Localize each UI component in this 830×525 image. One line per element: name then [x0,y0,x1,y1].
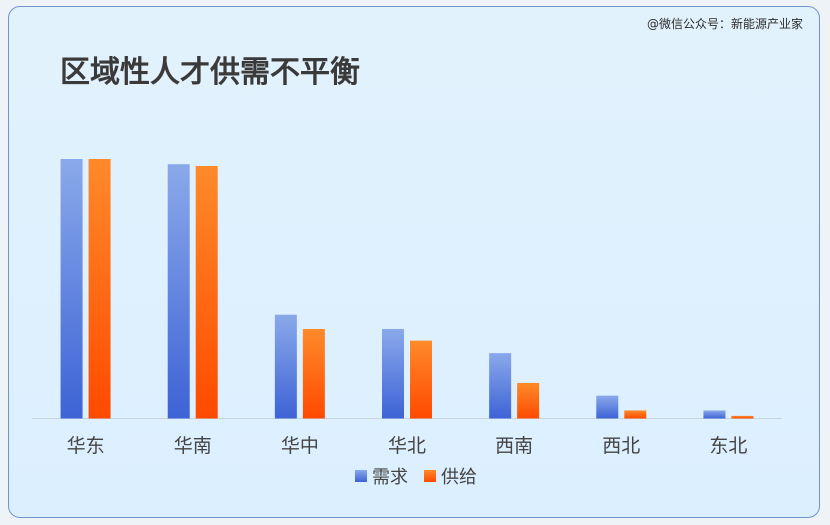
legend-label-supply: 供给 [441,467,477,488]
bar-supply-3 [410,340,432,419]
bar-demand-5 [596,395,619,419]
legend-label-demand: 需求 [372,467,408,488]
bar-supply-5 [624,410,647,419]
x-tick-label: 东北 [709,435,747,457]
chart-card: @微信公众号：新能源产业家 [8,6,820,518]
bar-supply-0 [88,159,111,419]
watermark: @微信公众号：新能源产业家 [646,17,803,31]
legend-swatch-demand [355,470,367,482]
bar-supply-6 [731,415,754,419]
bar-supply-1 [195,166,218,419]
bar-demand-6 [703,410,726,419]
bar-demand-3 [382,328,404,419]
bar-demand-1 [167,164,190,419]
x-tick-label: 华东 [67,435,105,457]
bar-demand-4 [489,353,512,419]
bar-demand-0 [60,159,83,419]
bar-demand-2 [274,314,297,419]
x-tick-label: 西北 [602,435,640,457]
bar-supply-2 [302,328,325,419]
x-tick-label: 华南 [174,435,212,457]
legend-swatch-supply [424,470,436,482]
x-tick-label: 华北 [388,435,426,457]
x-tick-label: 西南 [495,435,533,457]
chart-title: 区域性人才供需不平衡 [60,55,360,90]
bar-supply-4 [517,382,540,419]
x-tick-label: 华中 [281,435,319,457]
